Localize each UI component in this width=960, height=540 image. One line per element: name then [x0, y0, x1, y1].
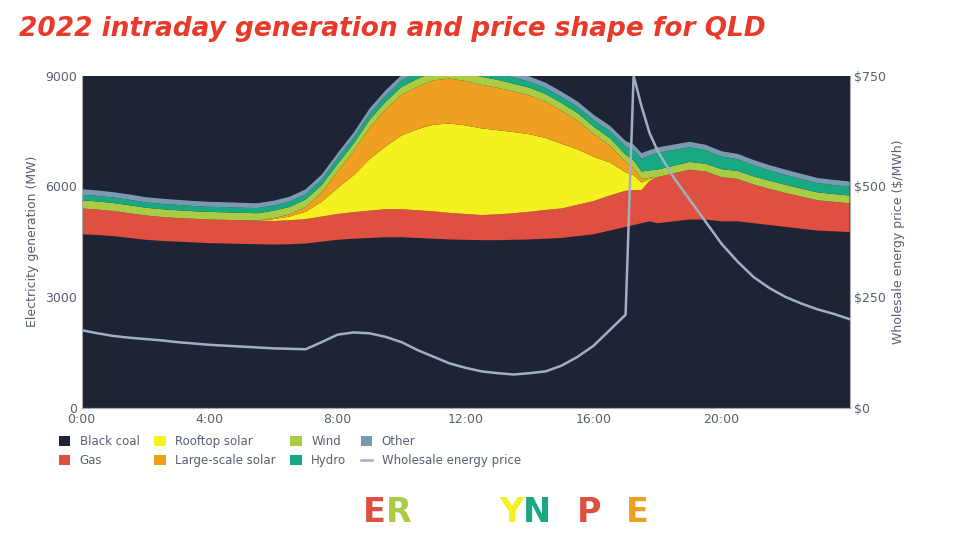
Y-axis label: Electricity generation (MW): Electricity generation (MW) — [26, 156, 39, 327]
Legend: Black coal, Gas, Rooftop solar, Large-scale solar, Wind, Hydro, Other, Wholesale: Black coal, Gas, Rooftop solar, Large-sc… — [54, 431, 525, 472]
Text: S: S — [602, 496, 626, 530]
Y-axis label: Wholesale energy price ($/MWh): Wholesale energy price ($/MWh) — [892, 139, 905, 344]
Text: E: E — [363, 496, 386, 530]
Text: E: E — [312, 496, 335, 530]
Text: S: S — [475, 496, 499, 530]
Text: A: A — [551, 496, 577, 530]
Text: R: R — [386, 496, 412, 530]
Text: E: E — [626, 496, 649, 530]
Text: N: N — [335, 496, 363, 530]
Text: N: N — [523, 496, 551, 530]
Text: Y: Y — [439, 496, 464, 530]
Text: G: G — [412, 496, 439, 530]
Text: P: P — [577, 496, 602, 530]
Text: Y: Y — [499, 496, 523, 530]
Text: 2022 intraday generation and price shape for QLD: 2022 intraday generation and price shape… — [19, 16, 766, 42]
